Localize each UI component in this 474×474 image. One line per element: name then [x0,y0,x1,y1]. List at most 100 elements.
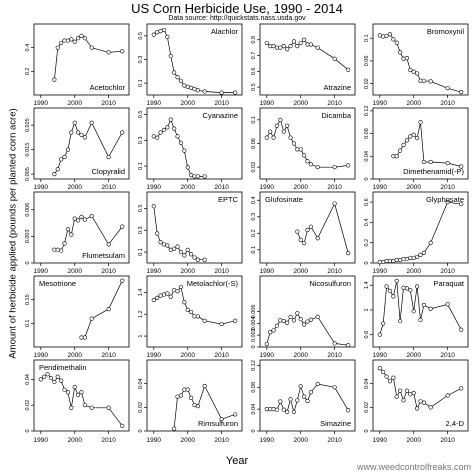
y-tick-label: 0.4 [364,219,370,227]
panel-frame [33,107,130,180]
panel-title: Atrazine [323,83,351,92]
data-point [79,335,84,340]
data-point [408,67,413,73]
y-tick-label: 0.4 [251,196,257,204]
data-point [52,247,57,252]
data-point [285,409,290,414]
data-point [202,383,207,389]
y-tick-label: 0 [251,429,257,432]
x-tick-label: 2010 [440,268,455,275]
x-tick-label: 1990 [260,184,275,191]
data-point [302,241,307,246]
data-point [418,317,423,322]
data-point [445,200,450,205]
data-point [264,135,269,140]
panel-frame [33,359,130,432]
panel-title: Dicamba [321,111,351,120]
y-tick-label: 0.02 [364,78,370,89]
y-tick-label: 0.04 [25,374,31,385]
x-tick-label: 2000 [67,184,82,191]
data-point [175,394,180,399]
data-point [120,224,125,229]
data-point [421,78,426,83]
page-title: US Corn Herbicide Use, 1990 - 2014 [131,1,343,16]
y-tick-label: 0.02 [25,400,31,411]
data-point [381,321,386,326]
data-point [65,147,71,152]
data-point [415,254,420,260]
data-point [233,412,238,417]
data-point [219,321,224,327]
data-point [278,45,283,50]
data-point [401,142,406,148]
data-point [305,159,310,164]
y-tick-label: 0.06 [364,56,370,67]
data-point [65,390,71,395]
data-point [384,258,389,264]
data-point [55,374,60,379]
data-point [415,406,420,411]
data-point [82,135,87,140]
data-point [178,140,184,145]
data-point [346,250,351,256]
y-tick-label: 0.15 [25,294,31,305]
data-point [398,257,403,263]
panel-title: Mesotrione [39,279,76,288]
data-point [274,123,280,128]
x-tick-label: 2010 [214,100,229,107]
data-point [89,405,94,410]
y-tick-label: 0.025 [25,118,31,132]
x-tick-label: 2010 [101,100,116,107]
data-point [158,130,163,135]
data-point [192,174,197,179]
data-point [315,381,320,387]
data-point [302,322,307,327]
x-tick-label: 2010 [214,268,229,275]
data-point [408,255,413,261]
data-point [387,288,393,293]
y-tick-label: 0.04 [138,378,144,389]
data-point [391,294,396,299]
data-point [89,316,94,321]
data-point [79,214,84,219]
data-point [165,243,170,248]
data-point [288,43,293,49]
data-point [151,134,156,139]
panel-frame [372,191,469,264]
data-point [404,55,410,61]
data-point [391,154,396,159]
panel-title: Alachlor [211,27,239,36]
data-point [82,217,87,222]
data-point [45,372,50,377]
data-point [55,247,60,252]
data-point [161,127,167,133]
x-tick-label: 2000 [180,100,195,107]
data-point [195,404,200,409]
data-point [178,78,184,83]
data-point [291,141,297,146]
panel-paraquat: 1990 2000 2010 0.6 1 1.4 Paraquat [364,275,469,359]
data-point [165,34,170,40]
data-point [346,343,351,348]
y-tick-label: 0.04 [364,378,370,389]
y-tick-label: 0.6 [251,68,257,76]
y-tick-label: 0.2 [251,229,257,237]
y-tick-label: 0.1 [138,248,144,256]
data-point [308,224,313,229]
y-tick-label: 0.02 [251,162,257,173]
panel-acetochlor: 1990 2000 2010 0.2 0.4 Acetochlor [25,23,130,107]
x-tick-label: 2000 [293,100,308,107]
data-point [381,34,386,39]
panel-frame [259,191,356,264]
y-tick-label: 0 [25,429,31,432]
x-tick-label: 2010 [214,437,229,444]
panel-title: Glyphosate [426,195,464,204]
x-tick-label: 1990 [373,184,388,191]
data-point [189,309,194,315]
panel-title: EPTC [218,195,239,204]
x-tick-label: 1990 [147,437,162,444]
series-line [379,33,462,93]
data-point [158,293,163,298]
data-point [72,385,77,390]
